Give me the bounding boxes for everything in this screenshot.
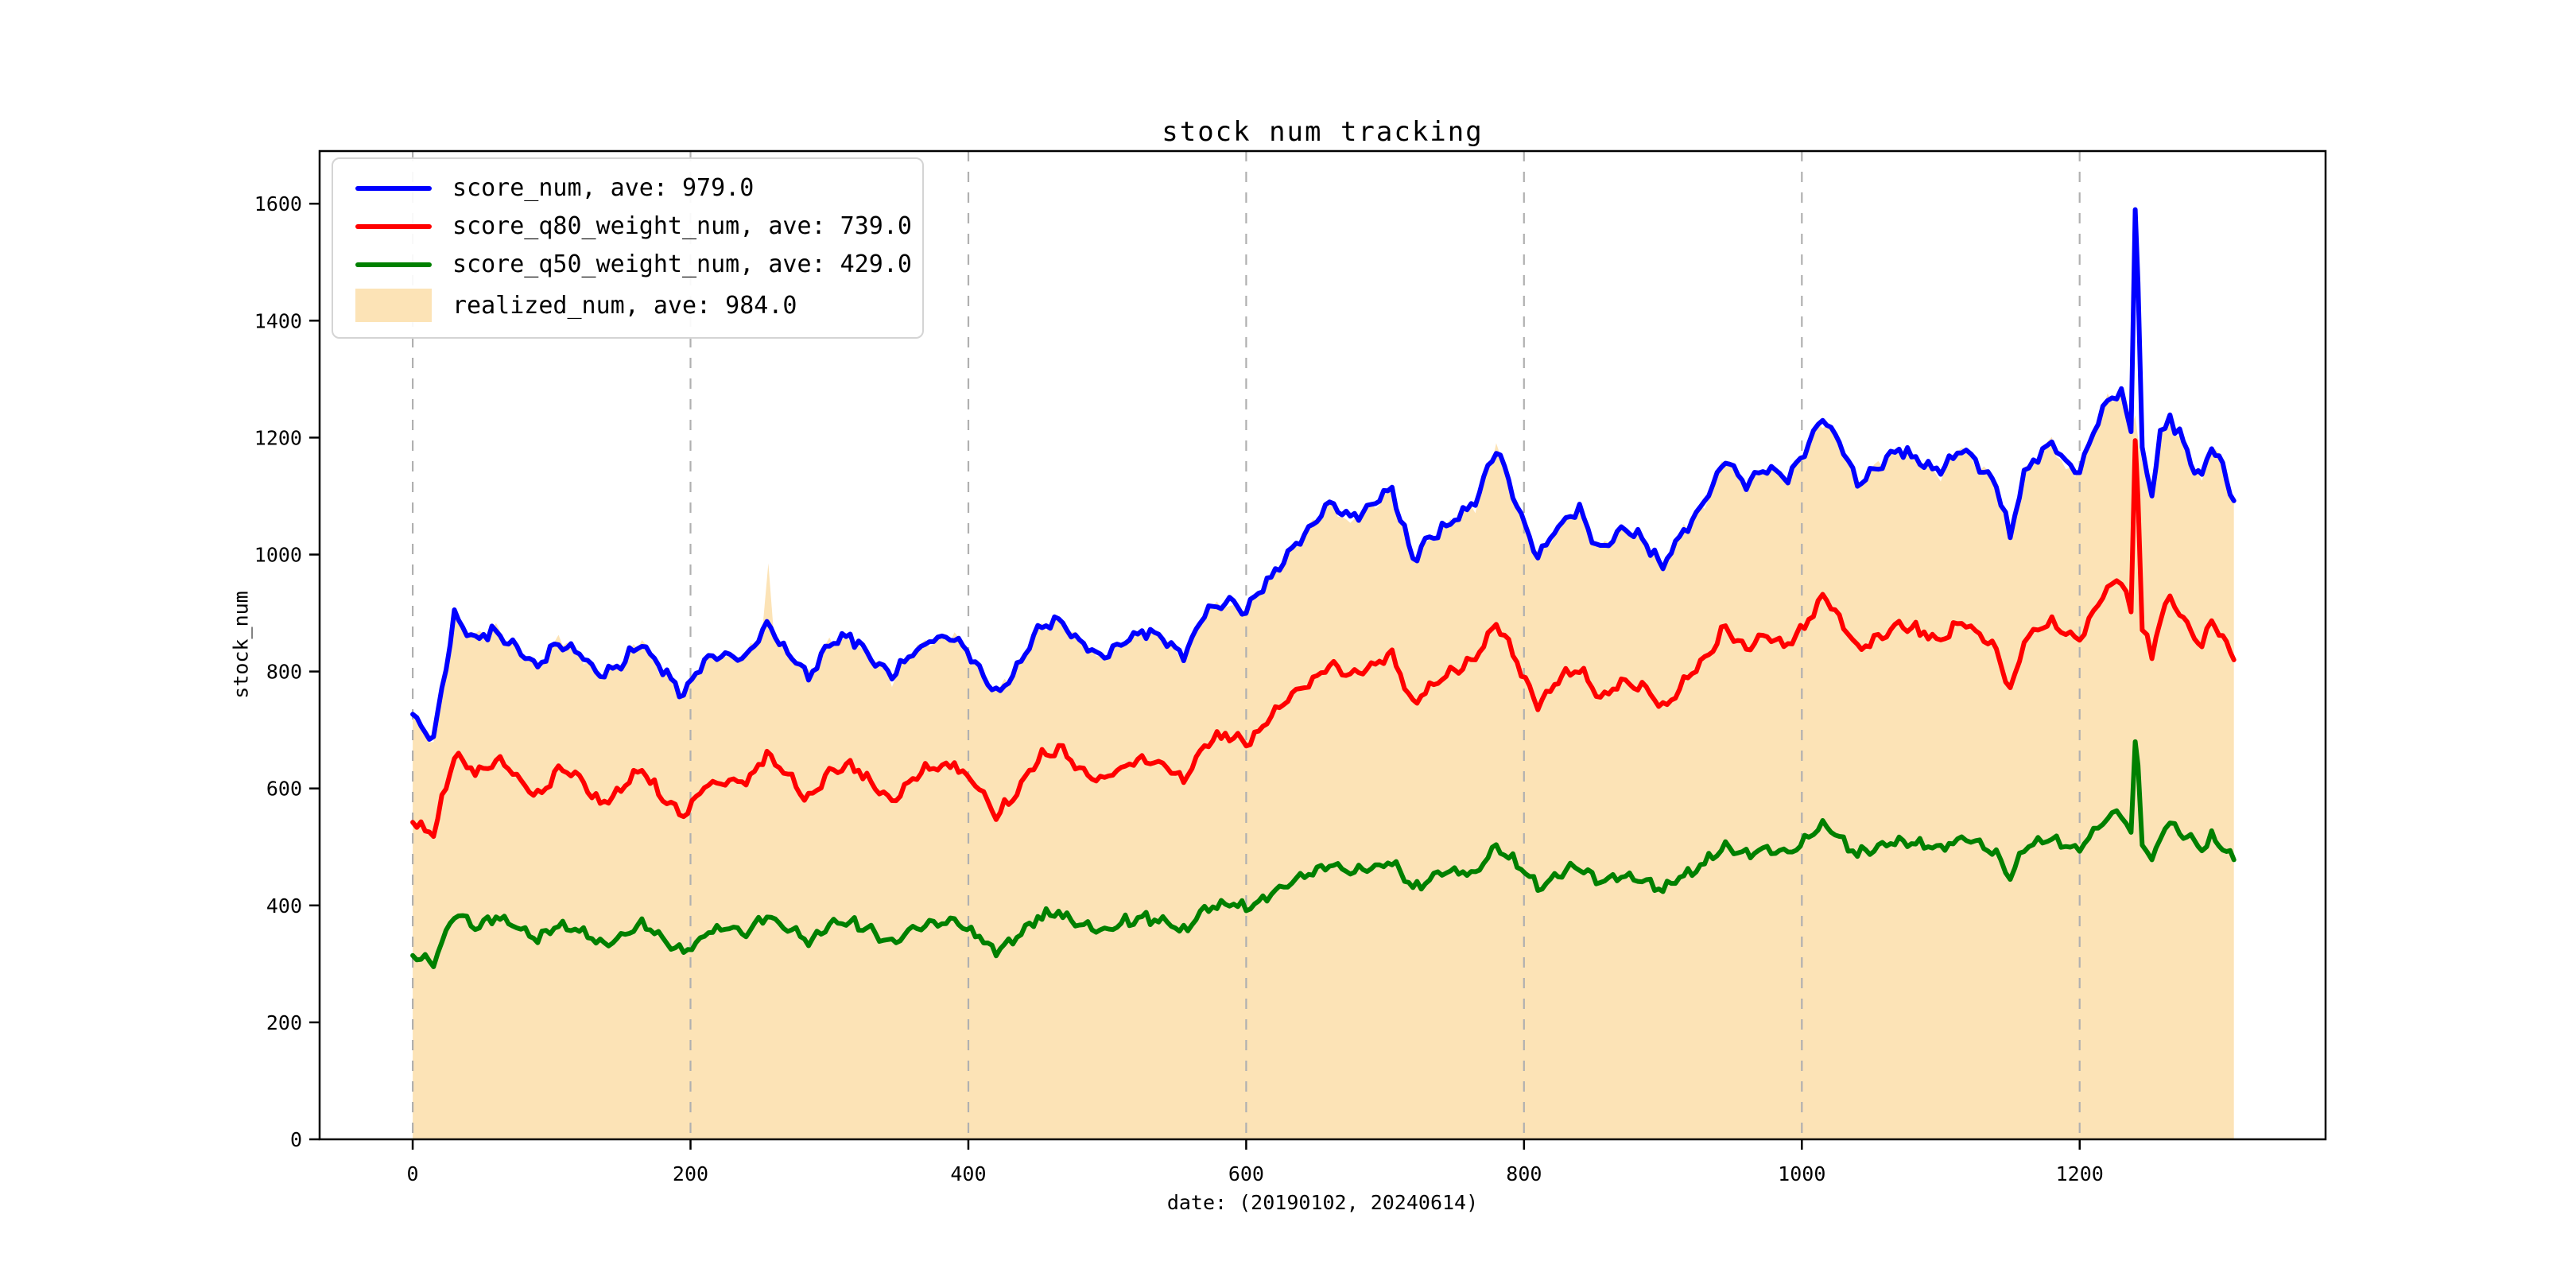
y-tick-label: 400	[266, 894, 302, 918]
series-line-score_num	[410, 207, 2237, 742]
y-tick-label: 1600	[254, 192, 302, 215]
tick-layer: 0 200 400 600 800 1000 1200 0 200 400 600 800 1000 12…	[254, 192, 2104, 1185]
x-tick-label: 600	[1228, 1162, 1264, 1185]
legend-line-swatch	[355, 262, 432, 267]
x-tick-label: 1000	[1778, 1162, 1825, 1185]
legend-marker	[355, 289, 432, 322]
y-tick-label: 0	[290, 1128, 302, 1151]
legend-label: score_q80_weight_num, ave: 739.0	[452, 212, 912, 240]
x-tick-label: 800	[1506, 1162, 1542, 1185]
x-tick-label: 200	[673, 1162, 708, 1185]
legend-marker	[355, 262, 432, 267]
legend-label: realized_num, ave: 984.0	[452, 291, 797, 320]
y-tick-label: 200	[266, 1011, 302, 1034]
legend-line-swatch	[355, 185, 432, 191]
legend-line-swatch	[355, 223, 432, 229]
x-tick-label: 1200	[2056, 1162, 2104, 1185]
legend-entry-realized_num: realized_num, ave: 984.0	[333, 289, 922, 322]
y-tick-label: 1200	[254, 426, 302, 449]
x-axis-label: date: (20190102, 20240614)	[1166, 1191, 1479, 1214]
y-axis-label: stock_num	[229, 591, 253, 699]
x-tick-label: 400	[950, 1162, 986, 1185]
y-tick-label: 800	[266, 661, 302, 684]
chart-title: stock num tracking	[1162, 116, 1484, 148]
legend-marker	[355, 223, 432, 229]
legend-entry-score_q50_weight_num: score_q50_weight_num, ave: 429.0	[333, 250, 922, 278]
series-line-score_q80_weight_num	[410, 438, 2237, 840]
legend-entry-score_q80_weight_num: score_q80_weight_num, ave: 739.0	[333, 212, 922, 240]
legend-marker	[355, 185, 432, 191]
legend-label: score_q50_weight_num, ave: 429.0	[452, 250, 912, 278]
y-tick-label: 1000	[254, 543, 302, 566]
legend-box: score_num, ave: 979.0 score_q80_weight_nu…	[332, 157, 924, 339]
y-tick-label: 600	[266, 778, 302, 801]
legend-entry-score_num: score_num, ave: 979.0	[333, 174, 922, 202]
legend-label: score_num, ave: 979.0	[452, 174, 755, 202]
series-layer	[410, 207, 2237, 969]
area-realized_num	[413, 393, 2234, 1139]
y-tick-label: 1400	[254, 309, 302, 332]
axes-layer	[318, 149, 2327, 1141]
series-line-score_q50_weight_num	[410, 739, 2237, 969]
area-fill-layer	[413, 393, 2234, 1139]
legend-patch-swatch	[355, 289, 432, 322]
axes-spines	[318, 149, 2327, 1141]
x-tick-label: 0	[407, 1162, 419, 1185]
